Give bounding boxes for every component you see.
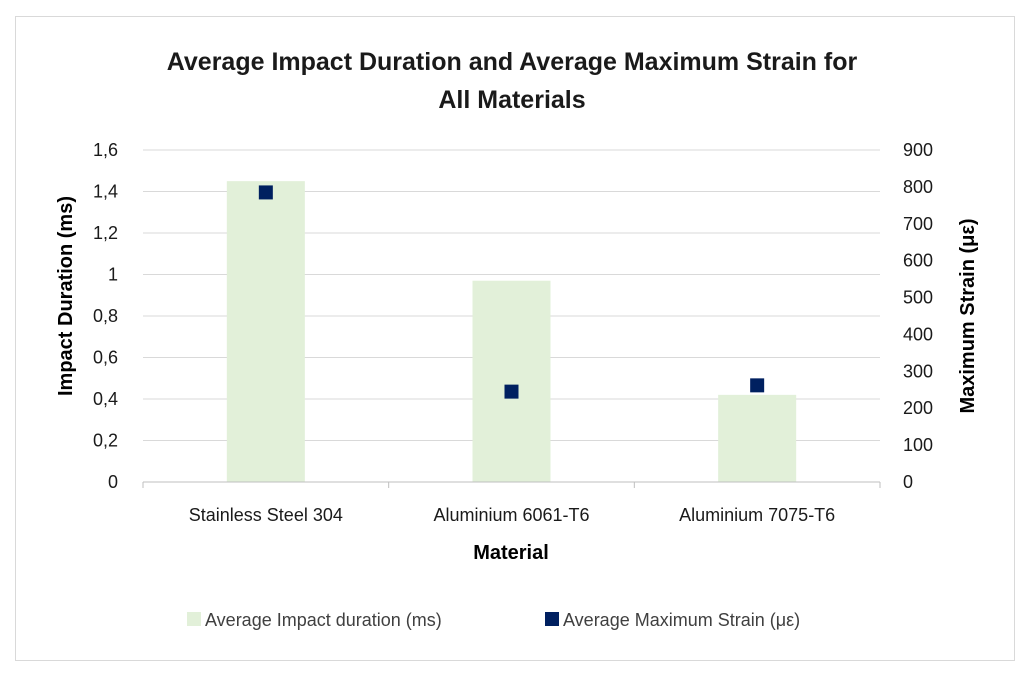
marker-series <box>258 185 765 399</box>
x-category-label: Aluminium 7075-T6 <box>679 505 835 525</box>
impact-duration-bar <box>226 181 305 482</box>
x-axis-title: Material <box>473 542 549 564</box>
y-tick-label: 0,6 <box>93 348 118 368</box>
legend: Average Impact duration (ms) Average Max… <box>187 610 800 630</box>
left-axis-ticks: 0 0,2 0,4 0,6 0,8 1 1,2 1,4 1,6 <box>93 140 118 492</box>
y2-tick-label: 600 <box>903 251 933 271</box>
legend-label-max-strain: Average Maximum Strain (με) <box>563 610 800 630</box>
right-axis-ticks: 0 100 200 300 400 500 600 700 800 900 <box>903 140 933 492</box>
y2-tick-label: 700 <box>903 214 933 234</box>
y-tick-label: 0,2 <box>93 431 118 451</box>
y2-tick-label: 500 <box>903 288 933 308</box>
y-tick-label: 1 <box>108 265 118 285</box>
legend-swatch-impact-duration <box>187 612 201 626</box>
y-tick-label: 1,6 <box>93 140 118 160</box>
y-axis-title: Impact Duration (ms) <box>55 196 77 396</box>
x-category-label: Aluminium 6061-T6 <box>433 505 589 525</box>
y-tick-label: 0,8 <box>93 306 118 326</box>
x-category-label: Stainless Steel 304 <box>189 505 343 525</box>
chart-title-line-1: Average Impact Duration and Average Maxi… <box>167 48 858 76</box>
max-strain-marker <box>750 378 765 393</box>
x-axis <box>142 481 881 488</box>
bar-series <box>226 181 797 482</box>
max-strain-marker <box>504 384 519 399</box>
y2-axis-title: Maximum Strain (με) <box>957 218 979 413</box>
y-tick-label: 0 <box>108 472 118 492</box>
impact-duration-bar <box>472 280 551 482</box>
legend-label-impact-duration: Average Impact duration (ms) <box>205 610 442 630</box>
y2-tick-label: 100 <box>903 435 933 455</box>
y2-tick-label: 400 <box>903 324 933 344</box>
chart-title-line-2: All Materials <box>438 86 585 114</box>
y-tick-label: 1,2 <box>93 223 118 243</box>
impact-duration-bar <box>718 394 797 482</box>
legend-swatch-max-strain <box>545 612 559 626</box>
y2-tick-label: 800 <box>903 177 933 197</box>
max-strain-marker <box>258 185 273 200</box>
y2-tick-label: 200 <box>903 398 933 418</box>
y2-tick-label: 0 <box>903 472 913 492</box>
y2-tick-label: 300 <box>903 361 933 381</box>
y-tick-label: 1,4 <box>93 182 118 202</box>
y-tick-label: 0,4 <box>93 389 118 409</box>
category-labels: Stainless Steel 304 Aluminium 6061-T6 Alum… <box>189 505 835 525</box>
y2-tick-label: 900 <box>903 140 933 160</box>
